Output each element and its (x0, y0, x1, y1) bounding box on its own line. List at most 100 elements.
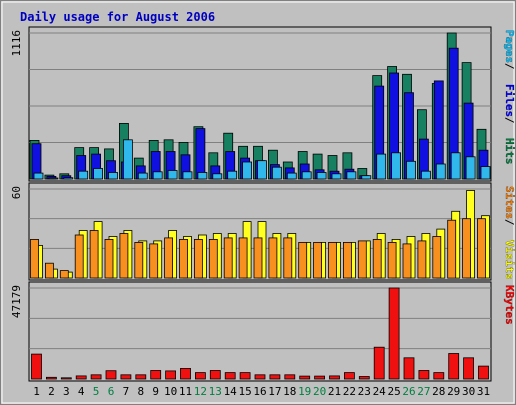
bar-sites (477, 218, 486, 279)
x-tick-label: 26 (402, 385, 415, 398)
bar-sites (462, 218, 472, 279)
panel-kbytes: 47179 KBytes (10, 281, 516, 382)
bar-pages (63, 177, 74, 180)
series-files (31, 47, 489, 180)
bar-sites (179, 238, 188, 279)
bar-kbytes (75, 375, 87, 380)
bar-pages (316, 172, 327, 180)
bar-kbytes (46, 376, 57, 380)
bar-sites (104, 238, 114, 279)
x-tick-label: 20 (313, 385, 326, 398)
bar-pages (391, 152, 402, 180)
legend-separator: / (503, 63, 516, 70)
x-tick-label: 5 (93, 385, 100, 398)
series-pages (33, 139, 491, 180)
bar-kbytes (478, 365, 489, 380)
x-tick-label: 14 (224, 385, 238, 398)
bar-pages (450, 152, 461, 180)
x-tick-label: 11 (179, 385, 192, 398)
legend-entry: Pages (503, 30, 516, 63)
legend-entry: Visits (503, 240, 516, 280)
bar-pages (33, 172, 44, 180)
x-tick-label: 25 (387, 385, 400, 398)
bar-pages (435, 163, 446, 180)
legend-hits: Pages / Files / Hits (503, 30, 516, 165)
legend-entry: Sites (503, 186, 516, 219)
bar-kbytes (299, 375, 311, 380)
bar-sites (193, 238, 203, 279)
bar-pages (197, 172, 208, 180)
bar-sites (149, 243, 159, 279)
x-tick-label: 28 (432, 385, 445, 398)
bar-kbytes (418, 370, 430, 380)
bar-kbytes (448, 353, 460, 380)
x-tick-label: 6 (108, 385, 115, 398)
chart-title: Daily usage for August 2006 (20, 10, 215, 24)
bar-sites (298, 241, 308, 279)
legend-entry: KBytes (503, 285, 516, 325)
legend-entry: Files (503, 84, 516, 117)
bar-sites (387, 241, 397, 279)
bar-kbytes (180, 367, 191, 380)
bar-kbytes (209, 370, 221, 380)
x-tick-label: 29 (447, 385, 460, 398)
bar-kbytes (165, 370, 177, 380)
bar-sites (268, 237, 278, 279)
bar-pages (242, 161, 253, 180)
series-kbytes (31, 287, 489, 380)
bar-sites (372, 238, 382, 279)
x-tick-label: 2 (48, 385, 55, 398)
bar-sites (283, 237, 293, 279)
bar-pages (182, 171, 193, 180)
x-tick-label: 31 (477, 385, 490, 398)
bar-kbytes (269, 374, 281, 380)
bar-kbytes (135, 374, 147, 380)
bar-kbytes (60, 377, 72, 380)
bar-sites (89, 230, 99, 279)
panel-visits: 60 Sites / Visits (10, 182, 516, 281)
bar-kbytes (314, 375, 326, 380)
bar-pages (420, 170, 431, 180)
bar-sites (342, 241, 352, 279)
y-max-label: 60 (10, 186, 23, 199)
plot-area (28, 281, 492, 382)
bar-pages (78, 170, 89, 180)
x-tick-label: 19 (298, 385, 311, 398)
y-max-label: 47179 (10, 285, 23, 318)
x-tick-label: 30 (462, 385, 475, 398)
x-tick-label: 12 (194, 385, 207, 398)
bar-pages (93, 168, 103, 180)
x-tick-label: 10 (164, 385, 177, 398)
bar-pages (301, 171, 312, 180)
bar-sites (208, 238, 218, 279)
bar-kbytes (343, 372, 355, 380)
bar-pages (331, 173, 342, 180)
bar-kbytes (329, 375, 340, 380)
bar-sites (253, 237, 263, 279)
bar-kbytes (150, 370, 162, 380)
legend-kbytes: KBytes (503, 285, 516, 325)
bar-kbytes (254, 374, 266, 380)
bar-pages (286, 172, 297, 180)
legend-entry: Hits (503, 138, 516, 165)
x-tick-label: 21 (328, 385, 341, 398)
bar-kbytes (31, 353, 42, 380)
bar-kbytes (358, 376, 370, 380)
bar-sites (357, 240, 367, 279)
bar-files (195, 128, 206, 180)
panel-hits: 1116 Pages / Files / Hits (10, 26, 516, 182)
bar-pages (406, 160, 416, 180)
bar-sites (402, 243, 412, 279)
bar-sites (164, 237, 174, 279)
bar-pages (123, 139, 133, 180)
bar-pages (167, 170, 178, 180)
bar-pages (48, 177, 59, 180)
bar-sites (417, 240, 427, 279)
x-tick-label: 15 (238, 385, 251, 398)
x-tick-label: 9 (152, 385, 159, 398)
bar-pages (108, 172, 118, 180)
x-tick-label: 23 (358, 385, 371, 398)
bar-pages (376, 153, 387, 180)
bar-sites (119, 233, 129, 279)
